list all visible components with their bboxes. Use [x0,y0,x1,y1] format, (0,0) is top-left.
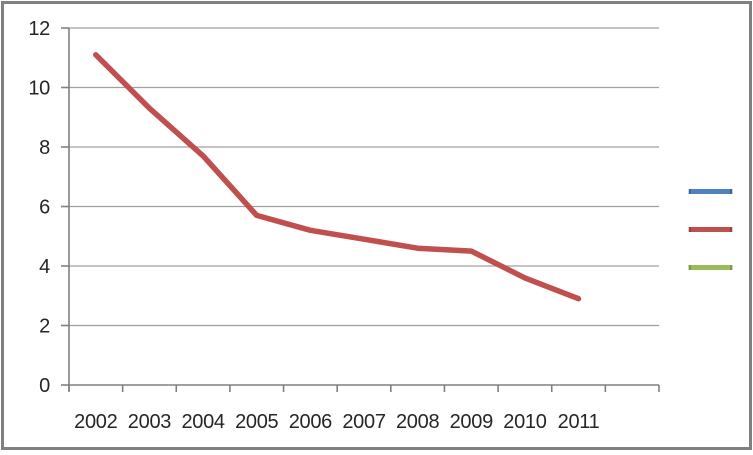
y-axis-label: 6 [39,197,50,219]
legend-swatch-green-endcap [730,265,733,270]
x-axis-label: 2011 [558,411,600,433]
legend-swatch-blue-endcap [730,189,733,194]
y-axis-label: 0 [39,375,50,397]
x-axis-label: 2006 [289,411,332,433]
y-axis-label: 8 [39,137,50,159]
y-axis-label: 12 [28,18,50,40]
y-axis-label: 2 [39,316,50,338]
x-axis-label: 2010 [503,411,546,433]
x-axis-label: 2005 [235,411,278,433]
data-series-line [93,52,582,302]
line-chart-canvas: 0 2 4 6 8 10 12 2002 2003 2004 2005 2006 2007 2008 200… [28,18,733,433]
y-axis-label: 4 [39,256,50,278]
legend-swatch-blue-endcap [688,189,691,194]
x-axis-label: 2003 [128,411,171,433]
legend-swatch-red-endcap [688,227,691,232]
x-axis-label: 2009 [450,411,493,433]
x-axis-label: 2007 [342,411,385,433]
y-axis-label: 10 [28,78,50,100]
legend-swatch-red-endcap [730,227,733,232]
x-axis-label: 2008 [396,411,439,433]
legend-swatch-green-endcap [688,265,691,270]
x-axis-label: 2004 [181,411,224,433]
x-axis-label: 2002 [74,411,117,433]
